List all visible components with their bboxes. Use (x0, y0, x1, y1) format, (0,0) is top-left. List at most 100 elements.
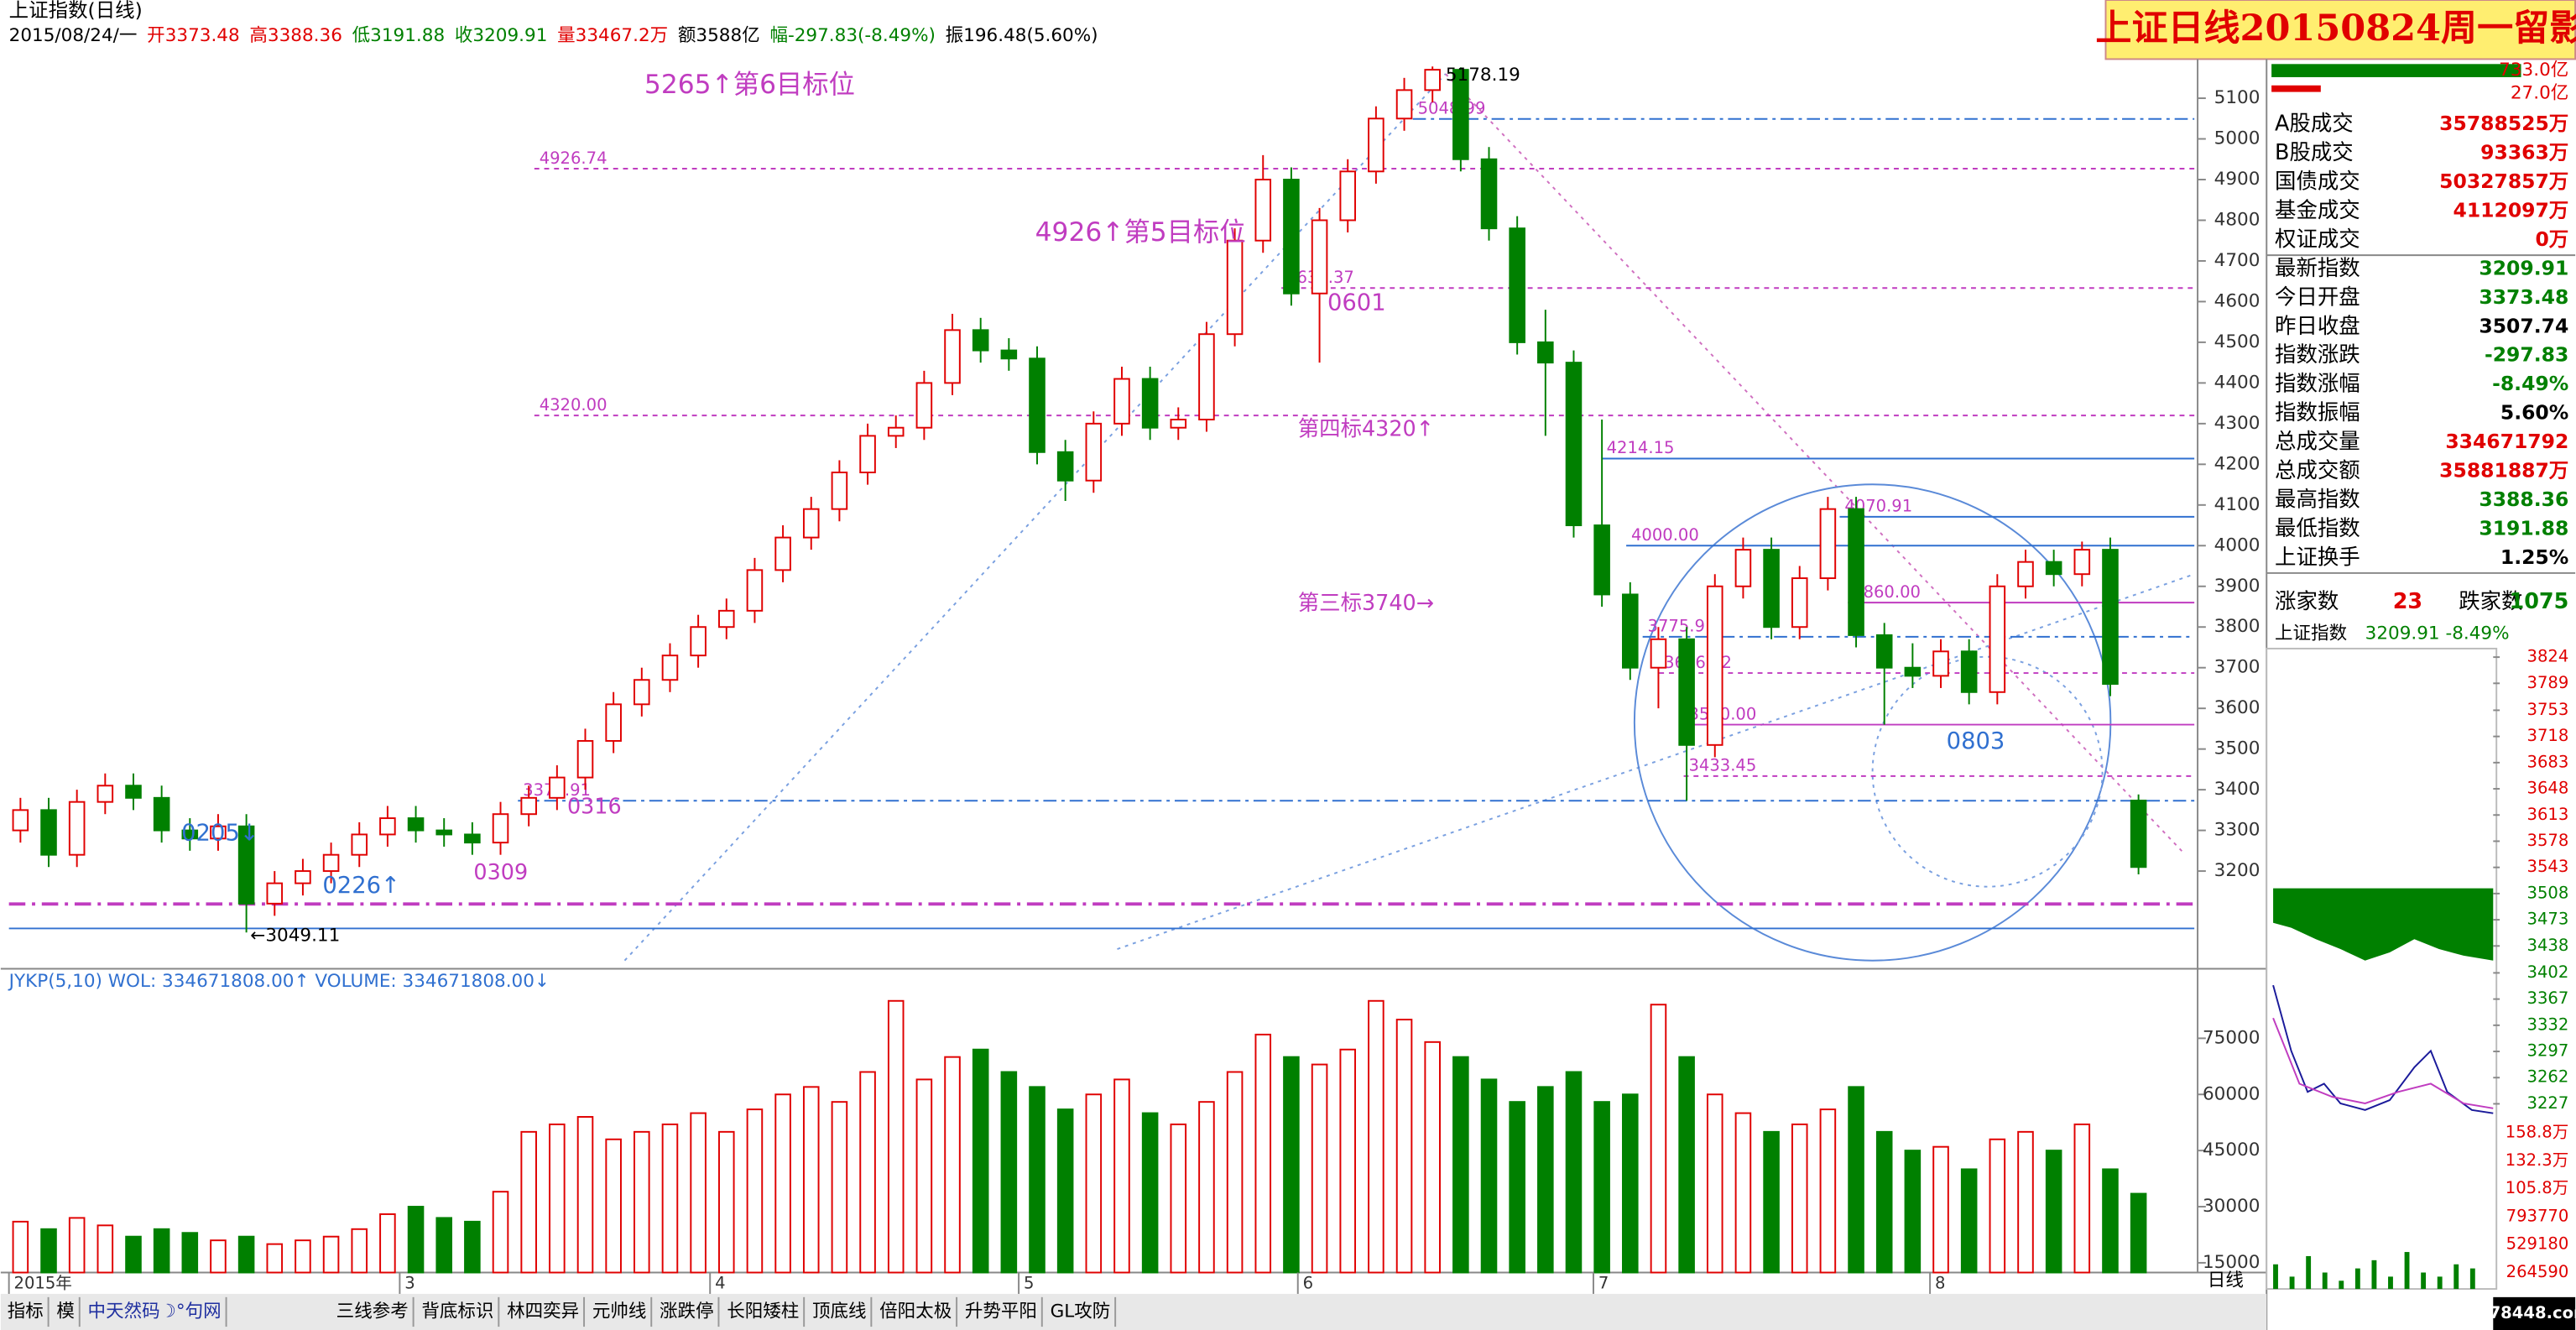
volume-bar (1565, 1071, 1583, 1274)
volume-bar (915, 1078, 933, 1274)
volume-bar (295, 1239, 311, 1274)
mini-tick-label: 3262 (2527, 1067, 2569, 1087)
volume-bar (520, 1130, 537, 1274)
candle-body (1650, 638, 1667, 669)
month-label: 3 (404, 1274, 415, 1293)
quote-label: 昨日收盘 (2275, 313, 2360, 338)
banner: 上证日线20150824周一留影 (2095, 8, 2576, 50)
level-label: 3860.00 (1853, 582, 1921, 602)
volume-bar (1198, 1101, 1215, 1274)
candle-body (831, 472, 848, 510)
quote-value: 1.25% (2500, 545, 2568, 569)
breadth: 跌家数 (2459, 588, 2522, 613)
volume-bar (435, 1217, 452, 1274)
volume-bar (1226, 1071, 1244, 1274)
quote-label: 权证成交 (2275, 226, 2360, 251)
y-tick-label: 4600 (2214, 290, 2261, 311)
y-tick-label: 3200 (2214, 860, 2261, 881)
volume-bar (859, 1071, 876, 1274)
month-label: 5 (1024, 1274, 1034, 1293)
mini-volume-label: 158.8万 (2506, 1123, 2569, 1142)
toolbar-button[interactable]: GL攻防 (1051, 1301, 1111, 1322)
toolbar-button[interactable]: 元帅线 (592, 1301, 647, 1322)
toolbar-button[interactable]: 顶底线 (812, 1301, 867, 1322)
mini-tick-label: 3332 (2527, 1014, 2569, 1034)
volume-bar (1537, 1086, 1554, 1274)
candle-body (2017, 561, 2034, 587)
volume-bar (1480, 1078, 1498, 1274)
mini-tick-label: 3227 (2527, 1093, 2569, 1113)
mini-tick-label: 3543 (2527, 857, 2569, 876)
candle-body (407, 817, 425, 832)
quote-label: 最低指数 (2275, 515, 2360, 540)
y-tick-label: 5100 (2214, 87, 2261, 108)
month-label: 8 (1935, 1274, 1945, 1293)
toolbar-button[interactable]: 背底标识 (421, 1301, 493, 1322)
mini-volume-label: 264590 (2506, 1262, 2569, 1281)
candle-body (2102, 549, 2119, 686)
toolbar-button[interactable]: 林四奕异 (507, 1301, 579, 1322)
mini-area (2273, 888, 2494, 961)
toolbar (0, 1293, 2267, 1330)
volume-bar (1960, 1168, 1978, 1274)
volume-bar (1452, 1056, 1469, 1274)
candle-body (435, 829, 452, 836)
toolbar-button[interactable]: 模 (56, 1301, 75, 1322)
quote-label: B股成交 (2275, 139, 2354, 164)
mini-tick-label: 3473 (2527, 910, 2569, 929)
candle-body (549, 776, 566, 799)
candle-body (1875, 634, 1893, 669)
banner-box (2104, 0, 2576, 60)
candle-body (634, 679, 650, 706)
quote-value: -8.49% (2492, 372, 2568, 395)
volume-bar (2045, 1150, 2062, 1274)
quote-label: 国债成交 (2275, 169, 2360, 194)
candle-body (295, 870, 311, 884)
toolbar-button[interactable]: 倍阳太极 (879, 1301, 952, 1322)
y-tick-label: 5000 (2214, 128, 2261, 149)
mini-volume-bar (2388, 1276, 2393, 1290)
volume-tick-label: 75000 (2203, 1027, 2260, 1048)
mini-value: 3209.91 -8.49% (2365, 623, 2510, 644)
header-item: 2015/08/24/一 (9, 25, 138, 46)
turnover: 27.0亿 (2511, 83, 2568, 104)
volume-bar (2130, 1192, 2147, 1274)
volume-bar (1029, 1086, 1046, 1274)
level-label: 4320.00 (540, 395, 607, 415)
volume-bar (1932, 1145, 1949, 1274)
volume-tick-label: 60000 (2203, 1083, 2260, 1104)
volume-bar (322, 1235, 340, 1274)
mini-tick-label: 3648 (2527, 779, 2569, 798)
quote-label: 最高指数 (2275, 486, 2360, 511)
volume-bar (1848, 1086, 1864, 1274)
candle-body (1141, 378, 1159, 429)
toolbar-button[interactable]: 升势平阳 (965, 1301, 1037, 1322)
mini-volume-bar (2339, 1280, 2344, 1290)
volume-bar (1734, 1112, 1752, 1274)
candle-body (1763, 549, 1780, 628)
candle-body (1113, 378, 1130, 425)
volume-bar (774, 1093, 791, 1274)
mini-volume-bar (2421, 1272, 2427, 1290)
candle-body (237, 825, 255, 905)
volume-bar (1622, 1093, 1639, 1274)
toolbar-button[interactable]: 指标 (8, 1301, 44, 1322)
volume-bar (1085, 1093, 1103, 1274)
candle-body (1791, 577, 1808, 628)
quote-label: 上证换手 (2275, 544, 2360, 569)
volume-bar (492, 1191, 509, 1274)
quote-value: 3191.88 (2479, 516, 2568, 540)
volume-bar (464, 1220, 481, 1274)
volume-bar (153, 1228, 170, 1274)
toolbar-button[interactable]: 中天然码☽°句网 (88, 1301, 222, 1322)
candle-body (802, 508, 820, 539)
toolbar-button[interactable]: 三线参考 (336, 1301, 409, 1322)
y-tick-label: 4900 (2214, 169, 2261, 190)
candle-body (40, 809, 57, 856)
quote-value: 3373.48 (2479, 285, 2568, 309)
volume-bar (1706, 1093, 1723, 1274)
quote-label: 指数涨幅 (2275, 371, 2360, 396)
toolbar-button[interactable]: 长阳矮柱 (727, 1301, 799, 1322)
month-label: 6 (1303, 1274, 1313, 1293)
toolbar-button[interactable]: 涨跌停 (660, 1301, 714, 1322)
